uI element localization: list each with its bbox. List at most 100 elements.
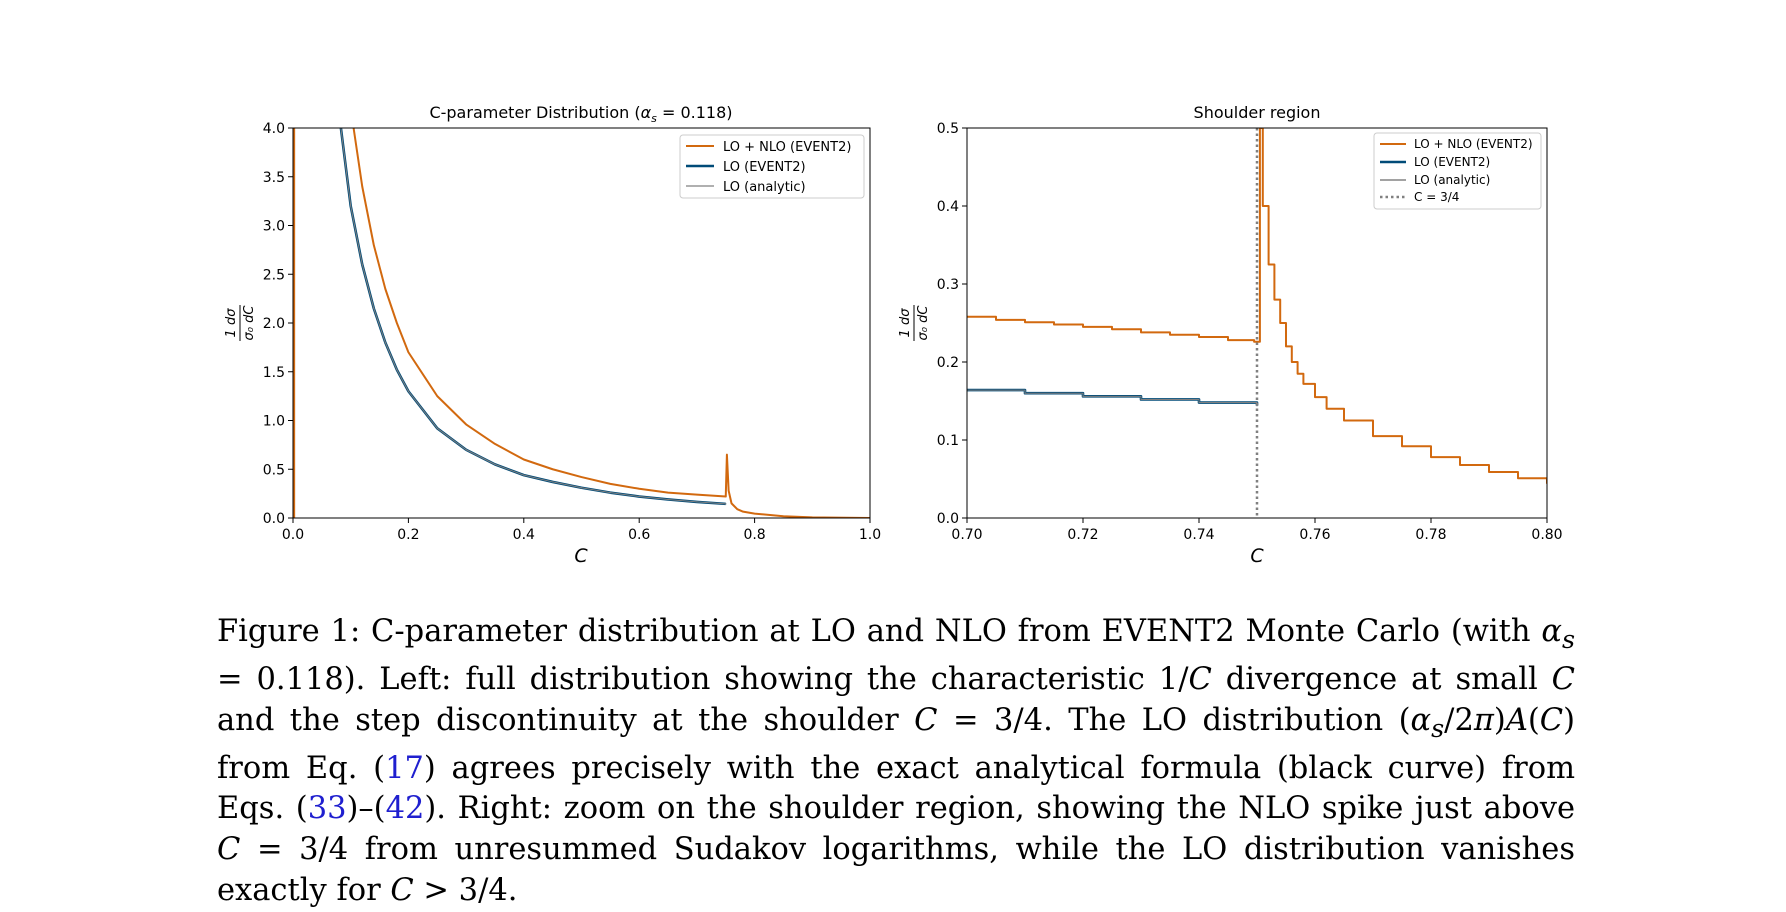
equation-ref-42[interactable]: 42 bbox=[385, 791, 425, 827]
left-data-point bbox=[465, 423, 467, 425]
left-legend-label-nlo: LO + NLO (EVENT2) bbox=[723, 140, 851, 155]
left-ytick-label: 2.0 bbox=[263, 316, 285, 332]
left-xtick-label: 0.2 bbox=[397, 527, 419, 543]
right-data-point bbox=[1169, 334, 1171, 336]
left-xtick-label: 0.8 bbox=[743, 527, 765, 543]
left-legend-box bbox=[679, 134, 865, 199]
right-data-point bbox=[1024, 392, 1026, 394]
left-data-point bbox=[726, 454, 728, 456]
right-data-point bbox=[1291, 361, 1293, 363]
left-data-point bbox=[696, 501, 698, 503]
right-ytick-label: 0.5 bbox=[937, 121, 959, 137]
left-data-point bbox=[373, 307, 375, 309]
right-data-point bbox=[1459, 464, 1461, 466]
left-legend-label-lo-analytic: LO (analytic) bbox=[723, 180, 806, 195]
right-legend-label-lo-analytic: LO (analytic) bbox=[1414, 173, 1490, 187]
left-series-lo-analytic- bbox=[340, 128, 726, 505]
left-data-point bbox=[523, 474, 525, 476]
right-xtick-label: 0.76 bbox=[1299, 527, 1330, 543]
left-ytick-label: 1.0 bbox=[263, 414, 285, 430]
left-ytick-label: 1.5 bbox=[263, 365, 285, 381]
left-ytick-label: 0.5 bbox=[263, 462, 285, 478]
left-chart-title: C-parameter Distribution (αs = 0.118) bbox=[429, 103, 732, 125]
right-data-point bbox=[1227, 339, 1229, 341]
left-data-point bbox=[494, 463, 496, 465]
left-data-point bbox=[667, 498, 669, 501]
right-xtick-label: 0.78 bbox=[1415, 527, 1446, 543]
left-data-point bbox=[350, 205, 352, 207]
left-data-point bbox=[361, 185, 363, 188]
right-series-group bbox=[967, 128, 1547, 518]
right-data-point bbox=[995, 319, 997, 321]
right-ylabel-num: 1 dσ bbox=[898, 308, 913, 338]
right-data-point bbox=[1140, 331, 1142, 333]
right-data-point bbox=[1262, 205, 1264, 207]
left-data-point bbox=[725, 495, 727, 498]
left-series-lo-event2- bbox=[339, 128, 726, 506]
left-ylabel-den: σ₀ dC bbox=[242, 305, 257, 341]
right-data-point bbox=[1302, 383, 1304, 385]
left-data-point bbox=[552, 468, 554, 470]
right-chart: Shoulder region 0.70 0.72 0.74 0.76 0.78 0.80… bbox=[898, 103, 1563, 567]
right-data-point bbox=[1314, 396, 1316, 398]
right-series-lo-event2- bbox=[967, 388, 1259, 406]
figure-1: C-parameter Distribution (αs = 0.118) 0.… bbox=[224, 103, 1563, 567]
left-ytick-label: 3.5 bbox=[263, 170, 285, 186]
right-xtick-label: 0.72 bbox=[1067, 527, 1098, 543]
left-xtick-label: 0.6 bbox=[628, 527, 650, 543]
right-data-point bbox=[1430, 456, 1432, 458]
right-ytick-label: 0.4 bbox=[937, 199, 959, 215]
right-axes: 0.70 0.72 0.74 0.76 0.78 0.80 0.0 0.1 0.2 0.3 0.4 0… bbox=[937, 121, 1563, 543]
right-ytick-label: 0.2 bbox=[937, 355, 959, 371]
right-data-point bbox=[1401, 445, 1403, 447]
left-series-group bbox=[293, 128, 870, 518]
left-data-point bbox=[436, 395, 438, 397]
right-data-point bbox=[1297, 373, 1299, 375]
right-series-lo-nlo-event2- bbox=[967, 128, 1547, 484]
left-data-point bbox=[638, 488, 640, 490]
left-data-point bbox=[754, 513, 756, 515]
right-plot-frame bbox=[966, 127, 1548, 519]
left-legend-label-lo-event2: LO (EVENT2) bbox=[723, 160, 806, 175]
left-data-point bbox=[782, 515, 785, 517]
left-data-point bbox=[728, 490, 730, 492]
left-data-point bbox=[407, 390, 409, 392]
left-data-point bbox=[742, 511, 744, 513]
right-legend-label-threshold: C = 3/4 bbox=[1414, 190, 1459, 204]
equation-ref-17[interactable]: 17 bbox=[385, 750, 424, 786]
left-ylabel: 1 dσ σ₀ dC bbox=[224, 305, 257, 341]
right-data-point bbox=[1198, 401, 1200, 404]
right-data-point bbox=[1517, 477, 1519, 479]
left-data-point bbox=[580, 487, 583, 489]
right-data-point bbox=[1273, 299, 1275, 301]
right-data-point bbox=[1372, 435, 1374, 437]
equation-ref-33[interactable]: 33 bbox=[307, 791, 347, 827]
left-data-point bbox=[373, 244, 375, 246]
right-xtick-label: 0.70 bbox=[951, 527, 982, 543]
left-data-point bbox=[667, 492, 669, 494]
left-ytick-label: 2.5 bbox=[263, 267, 285, 283]
right-data-point bbox=[1343, 419, 1345, 422]
left-chart: C-parameter Distribution (αs = 0.118) 0.… bbox=[224, 103, 881, 567]
left-data-point bbox=[609, 483, 611, 485]
left-data-point bbox=[523, 458, 525, 461]
right-data-point bbox=[1285, 345, 1287, 347]
left-legend: LO + NLO (EVENT2) LO (EVENT2) LO (analyt… bbox=[679, 134, 865, 199]
right-ylabel-den: σ₀ dC bbox=[916, 305, 931, 341]
left-xtick-label: 1.0 bbox=[859, 527, 881, 543]
left-data-point bbox=[552, 481, 554, 483]
right-data-point bbox=[1198, 336, 1200, 338]
caption-label: Figure 1: bbox=[217, 614, 361, 649]
right-xlabel: C bbox=[1250, 545, 1264, 567]
left-data-point bbox=[609, 492, 611, 494]
right-data-point bbox=[1488, 471, 1490, 473]
figure-caption: Figure 1: C-parameter distribution at LO… bbox=[217, 614, 1576, 908]
right-legend-label-lo-event2: LO (EVENT2) bbox=[1414, 155, 1490, 169]
left-data-point bbox=[396, 322, 398, 324]
left-data-point bbox=[465, 449, 467, 451]
right-legend-box bbox=[1373, 132, 1542, 210]
left-ylabel-num: 1 dσ bbox=[224, 308, 239, 338]
right-data-point bbox=[1268, 263, 1270, 266]
right-data-point bbox=[1024, 321, 1026, 323]
left-data-point bbox=[725, 503, 727, 505]
